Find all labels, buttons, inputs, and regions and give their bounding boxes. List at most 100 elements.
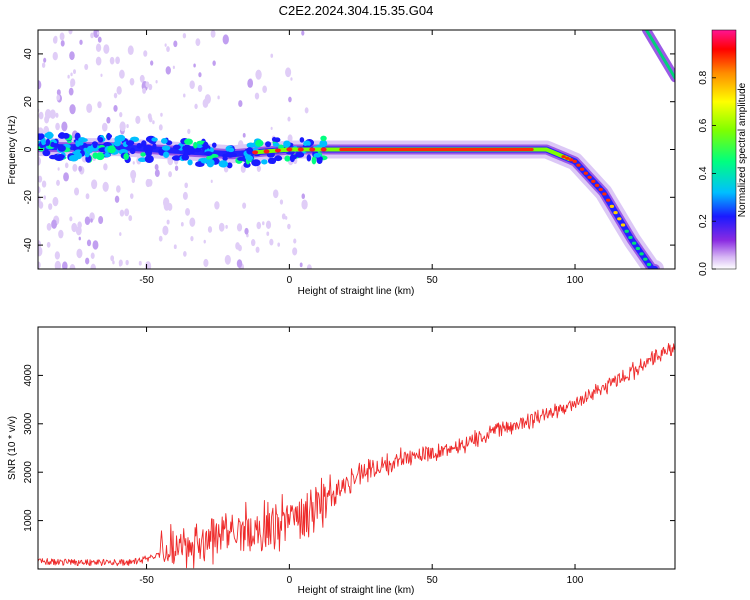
snr-x-axis-label: Height of straight line (km) [298,585,415,596]
spectrogram-tail-dot [635,246,641,251]
spectrogram-blob [113,140,121,147]
spectrogram-noise-speck [262,85,267,93]
spectrogram-noise-speck [168,171,172,178]
spectrogram-marks [38,30,675,269]
spectrogram-noise-speck [78,165,83,172]
spectrogram-noise-speck [48,203,53,210]
x-tick-label: 100 [567,575,584,586]
spectrogram-blob [140,152,146,157]
spectrogram-noise-speck [164,43,167,47]
spectrogram-noise-speck [64,162,69,169]
spectrogram-noise-speck [183,93,186,98]
spectrogram-noise-speck [256,165,261,173]
x-tick-label: 50 [427,575,439,586]
spectrogram-tail-dot [617,217,622,221]
spectrogram-alias-ridge [644,30,675,80]
spectrogram-tail-dot [646,262,652,267]
spectrogram-noise-speck [97,36,102,43]
spectrogram-noise-speck [46,241,51,248]
spectrogram-blob [251,159,261,167]
spectrogram-noise-speck [128,215,133,222]
spectrogram-peak-dot [297,147,304,152]
spectrogram-noise-speck [43,57,47,63]
spectrogram-blob [206,160,214,168]
spectrogram-noise-speck [102,181,109,192]
y-tick-label: 20 [23,96,34,108]
spectrogram-noise-speck [59,32,65,41]
spectrogram-noise-speck [143,50,148,57]
spectrogram-noise-speck [210,30,216,38]
spectrogram-noise-speck [135,115,141,125]
spectrogram-noise-speck [212,60,216,66]
spectrogram-noise-speck [71,222,78,233]
spectrogram-noise-speck [38,201,44,209]
spectrogram-tail-dot [572,159,577,163]
spectrogram-noise-speck [69,51,75,61]
spectrogram-noise-speck [38,156,41,166]
spectrogram-tail-dot [624,229,629,233]
spectrogram-blob [92,141,98,149]
spectrogram-blob [202,141,209,150]
spectrogram-noise-speck [187,128,191,135]
spectrogram-noise-speck [58,229,64,239]
spectrogram-noise-speck [85,193,90,200]
spectrogram-blob [80,138,88,143]
spectrogram-noise-speck [189,217,196,227]
spectrogram-noise-speck [287,223,291,230]
spectrogram-noise-speck [198,72,202,78]
spectrogram-blob [97,137,104,143]
spectrogram-blob [116,134,126,142]
spectrogram-noise-speck [152,120,155,125]
colorbar-tick-label: 0.0 [698,262,709,276]
spectrogram-noise-speck [54,251,60,260]
x-tick-label: 0 [287,275,293,286]
spectrogram-noise-speck [145,261,152,269]
spectrogram-noise-speck [203,258,209,268]
spectrogram-blob [265,141,272,148]
spectrogram-noise-speck [272,189,279,199]
spectrogram-noise-speck [285,67,292,78]
spectrogram-noise-speck [113,104,118,112]
spectrogram-noise-speck [132,161,135,165]
spectrogram-blob [299,137,305,143]
spectrogram-blob [200,157,209,164]
spectrogram-noise-speck [55,122,60,131]
spectrogram-blob [306,154,312,162]
spectrogram-tail-dot [613,210,618,215]
spectrogram-noise-speck [44,109,52,120]
spectrogram-noise-speck [114,195,120,203]
spectrogram-noise-speck [72,163,78,172]
spectrogram-noise-speck [68,87,74,96]
spectrogram-noise-speck [203,239,206,244]
spectrogram-blob [62,132,70,139]
spectrogram-noise-speck [90,32,94,39]
spectrogram-noise-speck [125,259,129,266]
spectrogram-noise-speck [91,179,98,190]
spectrogram-noise-speck [217,95,220,100]
spectrogram-blob [38,133,45,140]
spectrogram-noise-speck [287,134,293,143]
snr-panel: -50 0 50 100 1000 2000 3000 4000 Height of str… [7,326,676,596]
spectrogram-noise-speck [95,56,102,66]
spectrogram-noise-speck [38,186,41,194]
spectrogram-noise-speck [270,53,274,58]
spectrogram-noise-speck [292,247,298,256]
spectrogram-noise-speck [57,167,60,171]
x-tick-label: 0 [287,575,293,586]
spectrogram-noise-speck [130,169,137,180]
spectrogram-noise-speck [38,111,44,120]
spectrogram-blob [41,137,46,146]
spectrogram-noise-speck [238,100,243,108]
spectrogram-noise-speck [301,193,306,200]
spectrogram-noise-speck [180,222,184,227]
spectrogram-blob [311,156,317,165]
spectrogram-noise-speck [49,109,56,119]
spectrogram-noise-speck [202,98,209,108]
spectrogram-blob [86,145,94,154]
spectrogram-noise-speck [90,218,93,223]
spectrogram-noise-speck [301,30,305,36]
spectrogram-blob [56,153,65,160]
spectrogram-noise-speck [52,196,59,207]
spectrogram-noise-speck [56,179,60,186]
spectrogram-noise-speck [173,40,178,48]
